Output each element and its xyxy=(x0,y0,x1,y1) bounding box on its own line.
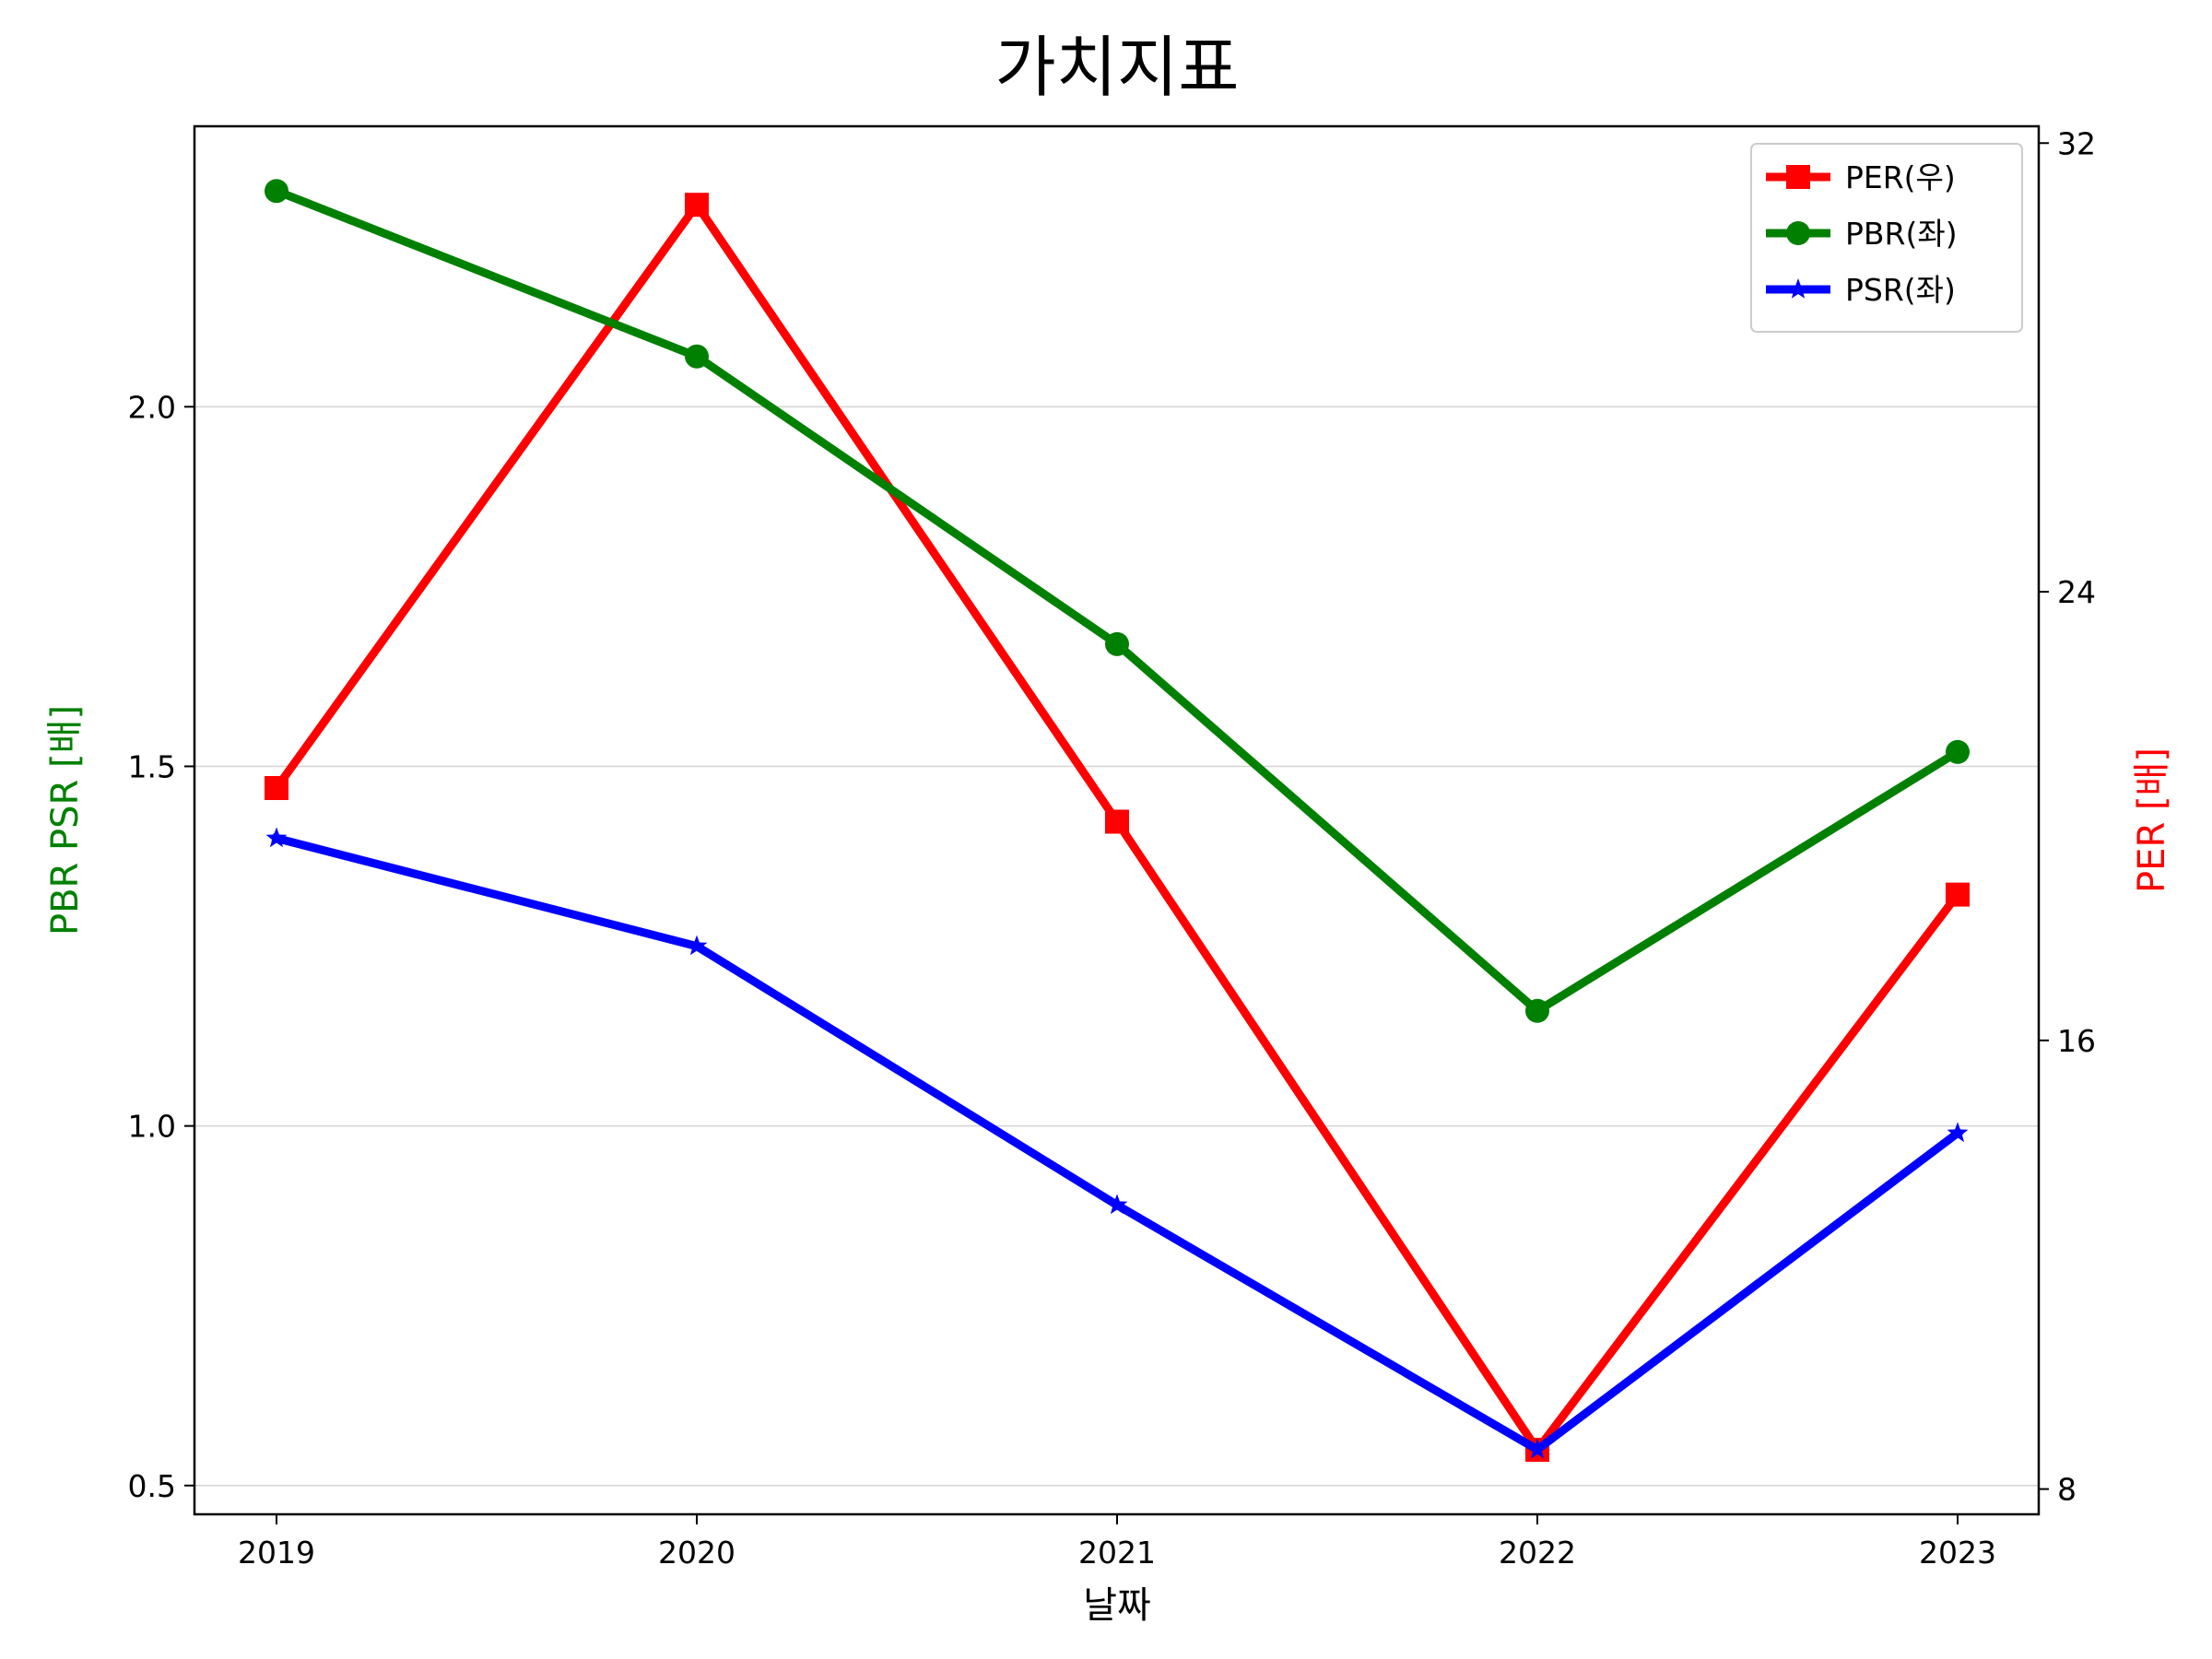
x-axis-ticks: 2019 2020 2021 2022 2023 xyxy=(238,1514,1996,1571)
right-y-axis-label: PER [배] xyxy=(2131,747,2173,893)
right-tick-label: 24 xyxy=(2057,574,2096,610)
chart-title: 가치지표 xyxy=(995,29,1240,106)
series-line xyxy=(271,185,1964,1016)
data-point xyxy=(1526,1438,1548,1459)
data-point xyxy=(1946,882,1970,907)
right-tick-label: 8 xyxy=(2057,1472,2077,1508)
data-point xyxy=(265,776,288,801)
legend-frame xyxy=(1750,143,2023,333)
left-y-axis-label: PBR PSR [배] xyxy=(44,705,87,935)
x-axis-label: 날짜 xyxy=(1083,1584,1151,1627)
legend-item: PSR(좌) xyxy=(1766,272,1956,308)
series-line xyxy=(271,833,1964,1454)
left-axis-ticks: 0.5 1.0 1.5 2.0 xyxy=(128,389,194,1504)
x-tick-label: 2019 xyxy=(238,1535,315,1571)
left-tick-label: 0.5 xyxy=(128,1468,176,1504)
right-axis-ticks: 8 16 24 32 xyxy=(2039,125,2096,1508)
series-layer xyxy=(265,179,1970,1463)
left-tick-label: 2.0 xyxy=(128,389,176,425)
data-point xyxy=(265,827,288,848)
series-2 xyxy=(265,827,1969,1459)
legend: PER(우) PBR(좌) PSR(좌) xyxy=(1750,143,2023,333)
legend-item: PBR(좌) xyxy=(1766,216,1958,252)
legend-swatch-marker xyxy=(1786,165,1810,189)
data-point xyxy=(685,193,709,218)
data-point xyxy=(1947,1122,1969,1143)
left-tick-label: 1.5 xyxy=(128,748,176,784)
legend-swatch-marker xyxy=(1787,278,1809,299)
data-point xyxy=(1105,809,1129,834)
data-point xyxy=(1946,739,1970,764)
x-tick-label: 2023 xyxy=(1919,1535,1996,1571)
legend-swatch-marker xyxy=(1786,221,1810,245)
legend-label: PSR(좌) xyxy=(1845,272,1956,308)
data-point xyxy=(1525,998,1549,1023)
right-tick-label: 16 xyxy=(2057,1023,2096,1059)
legend-label: PBR(좌) xyxy=(1845,216,1958,252)
data-point xyxy=(685,344,709,369)
series-1 xyxy=(265,179,1970,1023)
data-point xyxy=(1105,631,1129,656)
gridlines xyxy=(194,406,2039,1487)
legend-item: PER(우) xyxy=(1766,159,1956,195)
legend-label: PER(우) xyxy=(1845,159,1956,195)
x-tick-label: 2021 xyxy=(1078,1535,1156,1571)
x-tick-label: 2022 xyxy=(1499,1535,1576,1571)
series-0 xyxy=(265,193,1970,1463)
right-tick-label: 32 xyxy=(2057,125,2096,161)
data-point xyxy=(265,179,288,204)
data-point xyxy=(1106,1194,1128,1215)
data-point xyxy=(686,935,708,956)
x-tick-label: 2020 xyxy=(658,1535,735,1571)
left-tick-label: 1.0 xyxy=(128,1109,176,1145)
